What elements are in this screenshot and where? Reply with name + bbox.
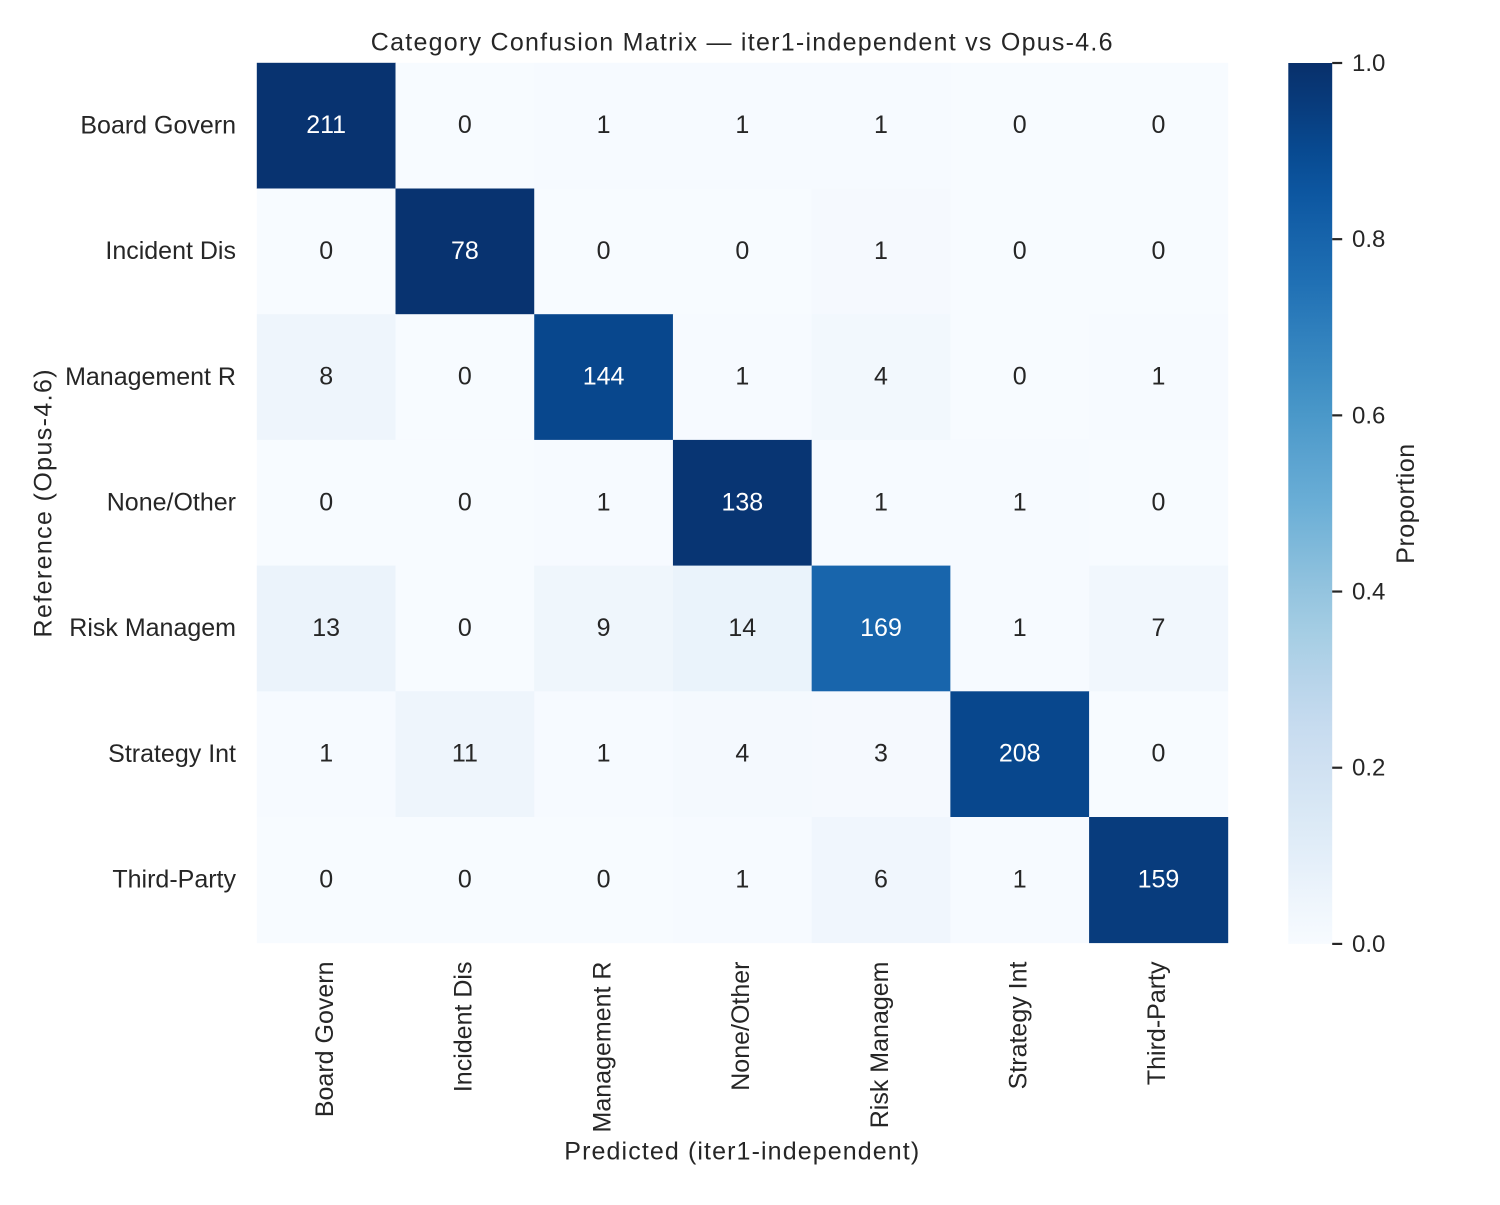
svg-text:7: 7 [1151,614,1165,642]
svg-text:0: 0 [1151,488,1165,516]
svg-text:0: 0 [319,237,333,265]
svg-text:0: 0 [1013,363,1027,391]
svg-text:4: 4 [735,740,749,768]
svg-text:8: 8 [319,363,333,391]
svg-text:208: 208 [999,740,1041,768]
svg-text:1: 1 [735,111,749,139]
svg-text:1: 1 [1013,614,1027,642]
svg-text:9: 9 [597,614,611,642]
svg-text:Strategy Int: Strategy Int [108,740,236,768]
svg-text:1: 1 [597,111,611,139]
svg-text:Third-Party: Third-Party [112,866,236,894]
svg-text:169: 169 [860,614,902,642]
svg-text:159: 159 [1138,865,1180,893]
svg-text:14: 14 [728,614,756,642]
svg-text:1: 1 [735,363,749,391]
svg-text:Board Govern: Board Govern [311,962,339,1118]
svg-text:0: 0 [319,865,333,893]
svg-text:Risk Managem: Risk Managem [866,962,894,1129]
svg-text:0: 0 [458,363,472,391]
svg-text:0: 0 [1151,237,1165,265]
svg-text:0: 0 [458,614,472,642]
svg-text:0: 0 [1013,111,1027,139]
svg-text:Category Confusion Matrix — it: Category Confusion Matrix — iter1-indepe… [371,29,1114,57]
svg-text:0: 0 [458,111,472,139]
svg-text:78: 78 [451,237,479,265]
svg-text:1: 1 [874,237,888,265]
svg-text:1: 1 [735,865,749,893]
svg-text:0.2: 0.2 [1352,755,1385,782]
svg-text:144: 144 [583,363,625,391]
svg-text:0: 0 [458,488,472,516]
svg-text:Management R: Management R [65,363,236,391]
svg-text:Third-Party: Third-Party [1143,961,1171,1085]
svg-text:1: 1 [874,488,888,516]
svg-text:0: 0 [1013,237,1027,265]
svg-text:1: 1 [1013,488,1027,516]
svg-text:Incident Dis: Incident Dis [105,237,236,265]
svg-text:1: 1 [319,740,333,768]
svg-text:138: 138 [721,488,763,516]
svg-text:3: 3 [874,740,888,768]
svg-text:13: 13 [312,614,340,642]
svg-text:0.0: 0.0 [1352,931,1385,958]
svg-text:1: 1 [597,740,611,768]
svg-text:Predicted (iter1-independent): Predicted (iter1-independent) [564,1138,920,1166]
svg-text:0.6: 0.6 [1352,402,1385,429]
svg-text:None/Other: None/Other [727,962,755,1091]
svg-text:Board Govern: Board Govern [80,111,236,139]
svg-text:0: 0 [319,488,333,516]
svg-text:Reference (Opus-4.6): Reference (Opus-4.6) [30,368,58,637]
svg-text:Management R: Management R [588,962,616,1133]
svg-text:0: 0 [458,865,472,893]
svg-text:None/Other: None/Other [107,489,236,517]
svg-text:1: 1 [874,111,888,139]
svg-text:0: 0 [597,865,611,893]
svg-text:211: 211 [306,111,346,139]
svg-text:Proportion: Proportion [1392,443,1420,563]
svg-text:0: 0 [1151,740,1165,768]
svg-text:0: 0 [597,237,611,265]
svg-text:11: 11 [452,740,478,768]
svg-text:4: 4 [874,363,888,391]
svg-text:Risk Managem: Risk Managem [69,614,236,642]
svg-text:Incident Dis: Incident Dis [450,962,478,1093]
svg-text:0: 0 [735,237,749,265]
svg-text:0: 0 [1151,111,1165,139]
svg-text:1: 1 [1013,865,1027,893]
svg-text:0.8: 0.8 [1352,226,1385,253]
svg-text:1.0: 1.0 [1352,50,1385,77]
svg-text:1: 1 [597,488,611,516]
svg-text:6: 6 [874,865,888,893]
svg-text:0.4: 0.4 [1352,579,1385,606]
svg-text:Strategy Int: Strategy Int [1004,961,1032,1089]
svg-text:1: 1 [1151,363,1165,391]
